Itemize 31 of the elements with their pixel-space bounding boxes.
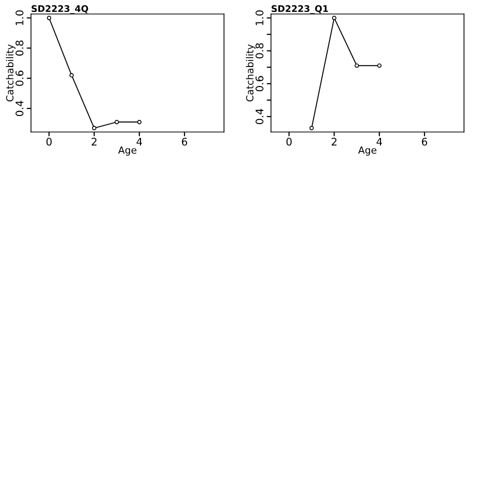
point <box>92 126 96 130</box>
x-tick-label: 6 <box>422 138 428 146</box>
point <box>377 63 382 68</box>
y-tick-label: 1.0 <box>16 10 24 26</box>
chart-title: SD2223_Q1 <box>272 5 328 14</box>
point <box>137 120 142 124</box>
y-tick-label: 0.4 <box>16 100 24 116</box>
y-tick-label: 0.6 <box>16 70 24 86</box>
chart-title: SD2223_4Q <box>32 5 88 14</box>
x-tick-label: 6 <box>182 138 188 146</box>
x-tick-label: 4 <box>376 138 382 146</box>
x-tick-label: 2 <box>332 138 336 146</box>
x-axis-title: Age <box>118 146 136 156</box>
y-axis-title: Catchability <box>6 44 16 102</box>
y-tick-label: 1.0 <box>256 10 264 26</box>
y-tick-label: 0.4 <box>256 108 264 124</box>
x-axis-title: Age <box>358 146 376 156</box>
point <box>354 63 359 68</box>
x-tick-label: 0 <box>46 138 52 146</box>
point <box>46 16 52 20</box>
point <box>114 120 119 124</box>
y-tick-label: 0.8 <box>16 40 24 56</box>
x-tick-label: 0 <box>286 138 292 146</box>
y-tick-label: 0.6 <box>256 76 264 92</box>
point <box>332 16 336 20</box>
y-axis-title: Catchability <box>246 44 256 102</box>
point <box>69 73 74 78</box>
y-tick-label: 0.8 <box>256 43 264 58</box>
x-tick-label: 2 <box>92 138 96 146</box>
point <box>309 126 314 130</box>
x-tick-label: 4 <box>136 138 142 146</box>
